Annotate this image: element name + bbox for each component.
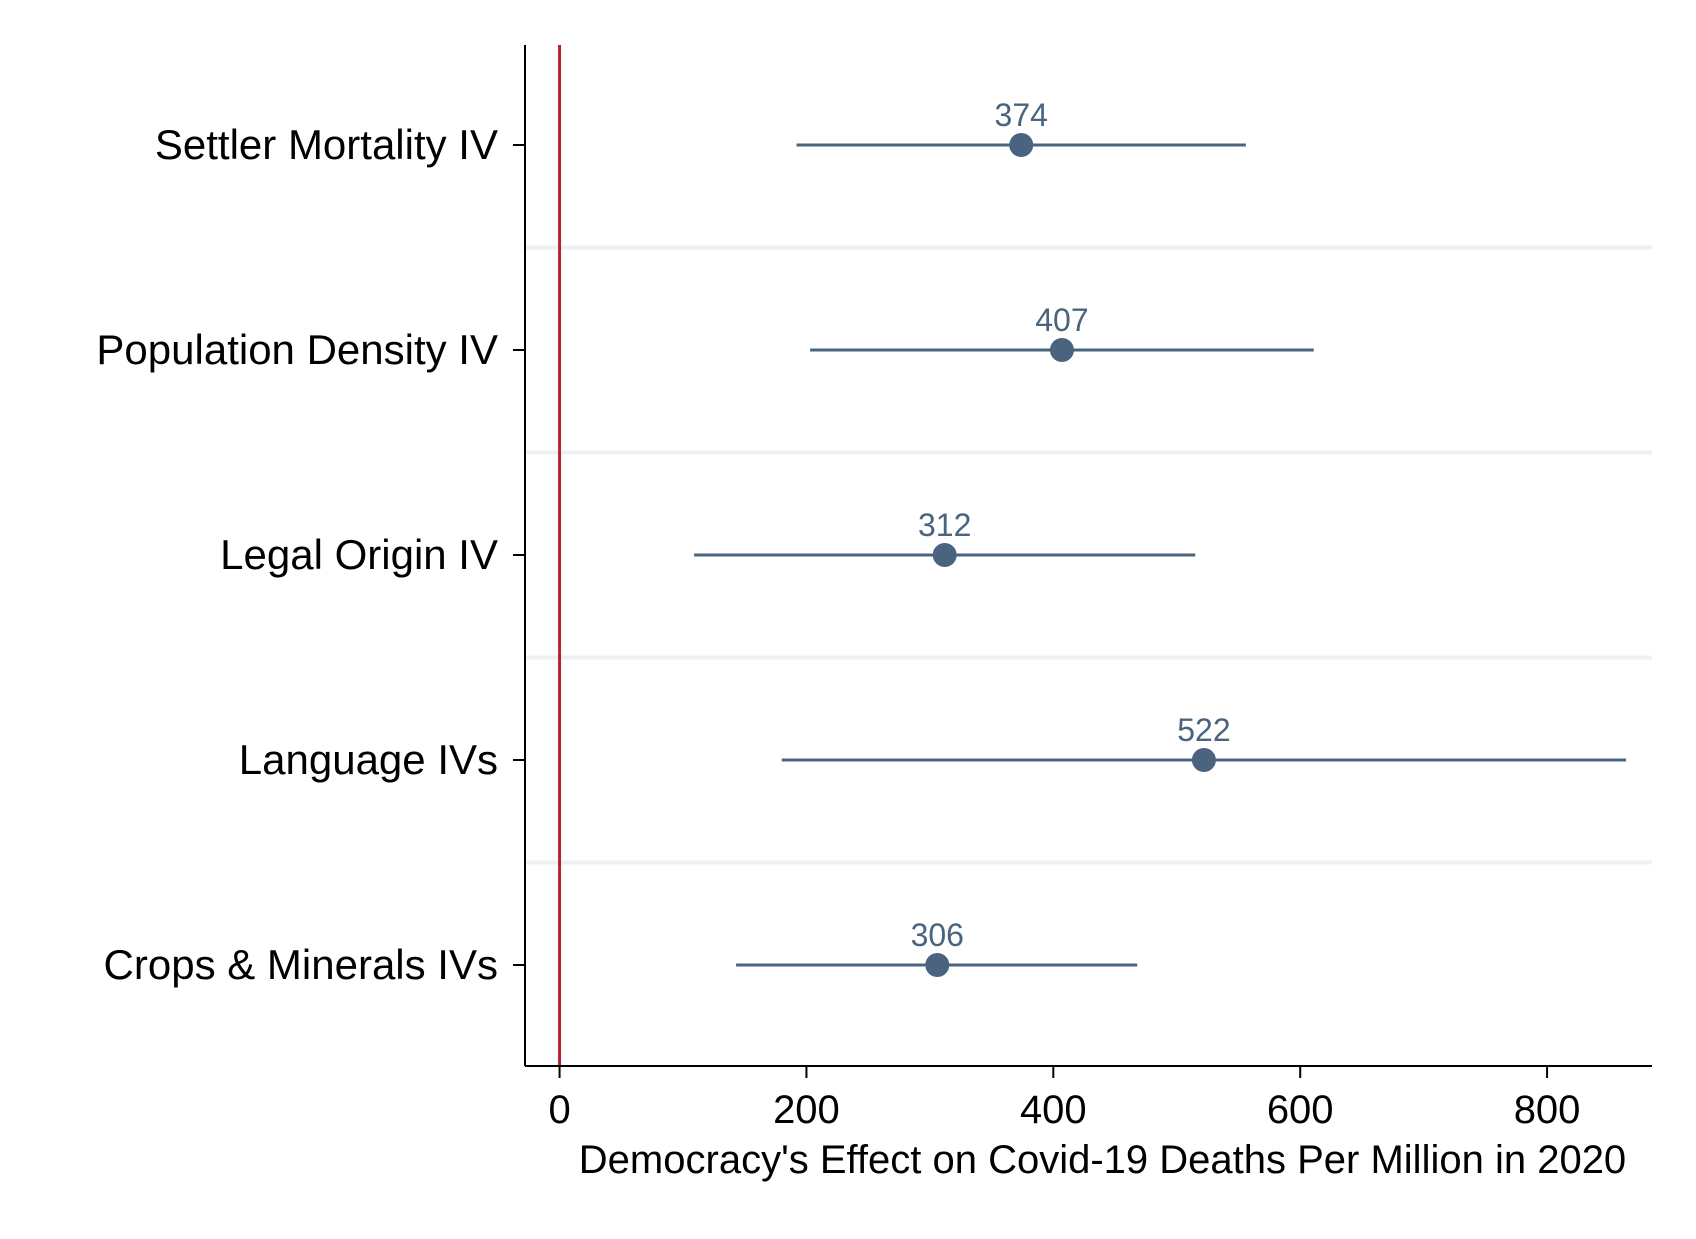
x-tick-label: 400 bbox=[1020, 1088, 1087, 1132]
x-tick-label: 600 bbox=[1267, 1088, 1334, 1132]
data-label: 312 bbox=[918, 507, 971, 543]
x-tick-label: 800 bbox=[1514, 1088, 1581, 1132]
data-label: 374 bbox=[995, 97, 1048, 133]
x-axis-title: Democracy's Effect on Covid-19 Deaths Pe… bbox=[579, 1138, 1626, 1182]
point-estimate bbox=[932, 543, 957, 567]
point-estimate bbox=[1191, 748, 1216, 772]
x-tick-label: 200 bbox=[773, 1088, 840, 1132]
point-estimate bbox=[1049, 338, 1074, 362]
y-category-label: Crops & Minerals IVs bbox=[104, 941, 498, 988]
y-category-label: Population Density IV bbox=[96, 326, 498, 373]
x-tick-label: 0 bbox=[548, 1088, 570, 1132]
y-category-label: Settler Mortality IV bbox=[155, 121, 498, 168]
y-category-label: Language IVs bbox=[239, 736, 498, 783]
marks-layer: 374 407 312 522 306 bbox=[694, 97, 1627, 977]
data-label: 407 bbox=[1035, 302, 1088, 338]
y-category-label: Legal Origin IV bbox=[220, 531, 498, 578]
point-estimate bbox=[1009, 133, 1034, 157]
data-label: 306 bbox=[911, 917, 964, 953]
point-estimate bbox=[925, 953, 950, 977]
axes-layer: 0 200 400 600 800 Settler Mortality IV Populat… bbox=[96, 45, 1652, 1132]
grid-layer bbox=[525, 245, 1652, 865]
data-label: 522 bbox=[1177, 712, 1230, 748]
